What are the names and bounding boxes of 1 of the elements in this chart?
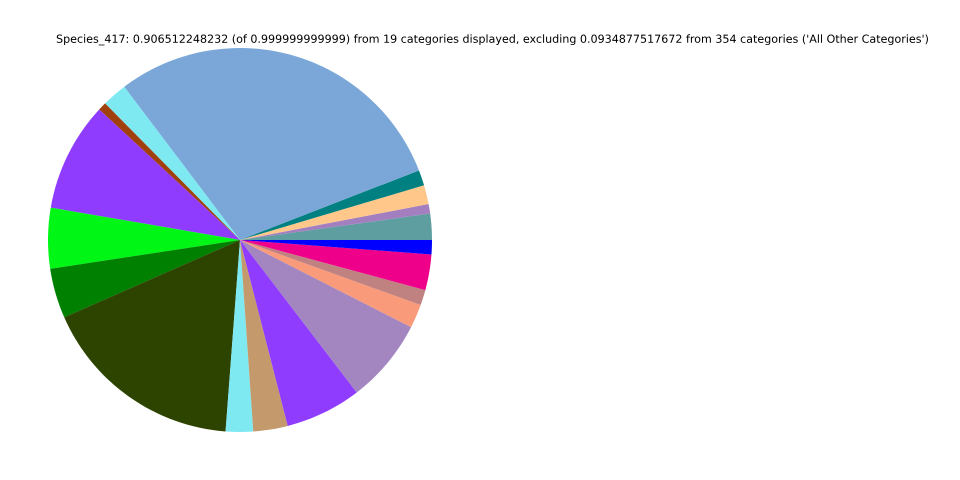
text: Species_417: 0.906512248232 (of 0.999999999999) from 19 categories displayed, excluding 0.0934877517672 from 354 categories ('All Other Categories'): [56, 34, 928, 46]
